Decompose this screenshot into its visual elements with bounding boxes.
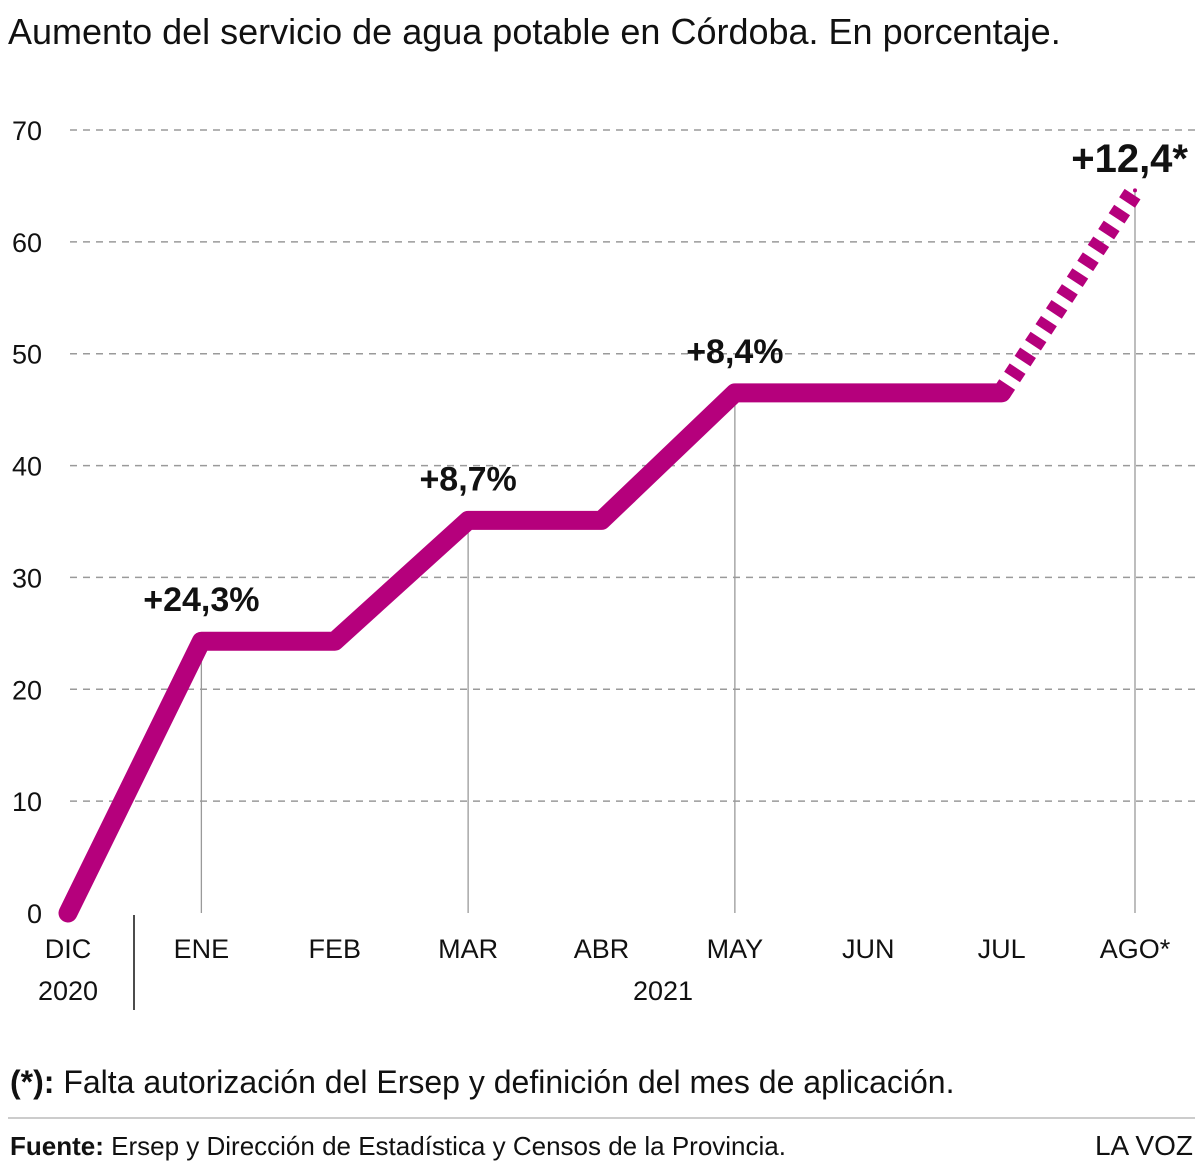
data-point bbox=[866, 390, 871, 395]
y-tick-label: 60 bbox=[12, 228, 42, 258]
x-tick-label: ABR bbox=[574, 934, 630, 964]
series-line-projected bbox=[993, 185, 1143, 399]
x-tick-label: JUN bbox=[842, 934, 895, 964]
annotation-labels: +24,3% +8,7% +8,4% +12,4* bbox=[143, 137, 1188, 619]
series-layer bbox=[58, 185, 1143, 923]
annotation-label: +8,7% bbox=[419, 460, 516, 498]
data-point bbox=[466, 518, 471, 523]
source-line: Fuente: Ersep y Dirección de Estadística… bbox=[10, 1131, 786, 1161]
annotation-label: +12,4* bbox=[1071, 137, 1188, 181]
footnote-text: Falta autorización del Ersep y definició… bbox=[54, 1064, 954, 1100]
footnote-marker: (*): bbox=[10, 1064, 54, 1100]
y-tick-label: 50 bbox=[12, 340, 42, 370]
x-tick-label: FEB bbox=[308, 934, 361, 964]
x-tick-label: MAY bbox=[707, 934, 764, 964]
y-tick-label: 20 bbox=[12, 675, 42, 705]
gridlines bbox=[70, 129, 1195, 802]
source-label: Fuente: bbox=[10, 1131, 104, 1161]
data-point bbox=[199, 639, 204, 644]
annotation-label: +8,4% bbox=[686, 333, 783, 371]
year-label: 2020 bbox=[38, 976, 98, 1006]
year-label: 2021 bbox=[633, 976, 693, 1006]
x-tick-label: DIC bbox=[45, 934, 92, 964]
data-point bbox=[999, 390, 1004, 395]
data-point bbox=[599, 518, 604, 523]
data-point bbox=[332, 639, 337, 644]
footnote: (*): Falta autorización del Ersep y defi… bbox=[10, 1064, 954, 1100]
y-tick-label: 30 bbox=[12, 563, 42, 593]
data-point bbox=[66, 911, 70, 915]
chart-title: Aumento del servicio de agua potable en … bbox=[8, 11, 1061, 52]
series-line bbox=[58, 383, 1012, 923]
x-axis-ticks: DIC ENE FEB MAR ABR MAY JUN JUL AGO* 2020 2021 bbox=[38, 934, 1171, 1006]
data-point bbox=[732, 390, 737, 395]
y-axis-ticks: 0 10 20 30 40 50 60 70 bbox=[12, 116, 42, 929]
x-tick-label: AGO* bbox=[1100, 934, 1171, 964]
y-tick-label: 10 bbox=[12, 787, 42, 817]
annotation-guides bbox=[200, 190, 1136, 913]
y-tick-label: 70 bbox=[12, 116, 42, 146]
y-tick-label: 40 bbox=[12, 452, 42, 482]
x-tick-label: JUL bbox=[978, 934, 1026, 964]
x-tick-label: ENE bbox=[174, 934, 230, 964]
x-tick-label: MAR bbox=[438, 934, 498, 964]
brand-logo: LA VOZ bbox=[1095, 1130, 1193, 1161]
annotation-label: +24,3% bbox=[143, 581, 259, 619]
y-tick-label: 0 bbox=[27, 899, 42, 929]
source-text: Ersep y Dirección de Estadística y Censo… bbox=[104, 1131, 786, 1161]
data-point bbox=[1133, 188, 1137, 193]
